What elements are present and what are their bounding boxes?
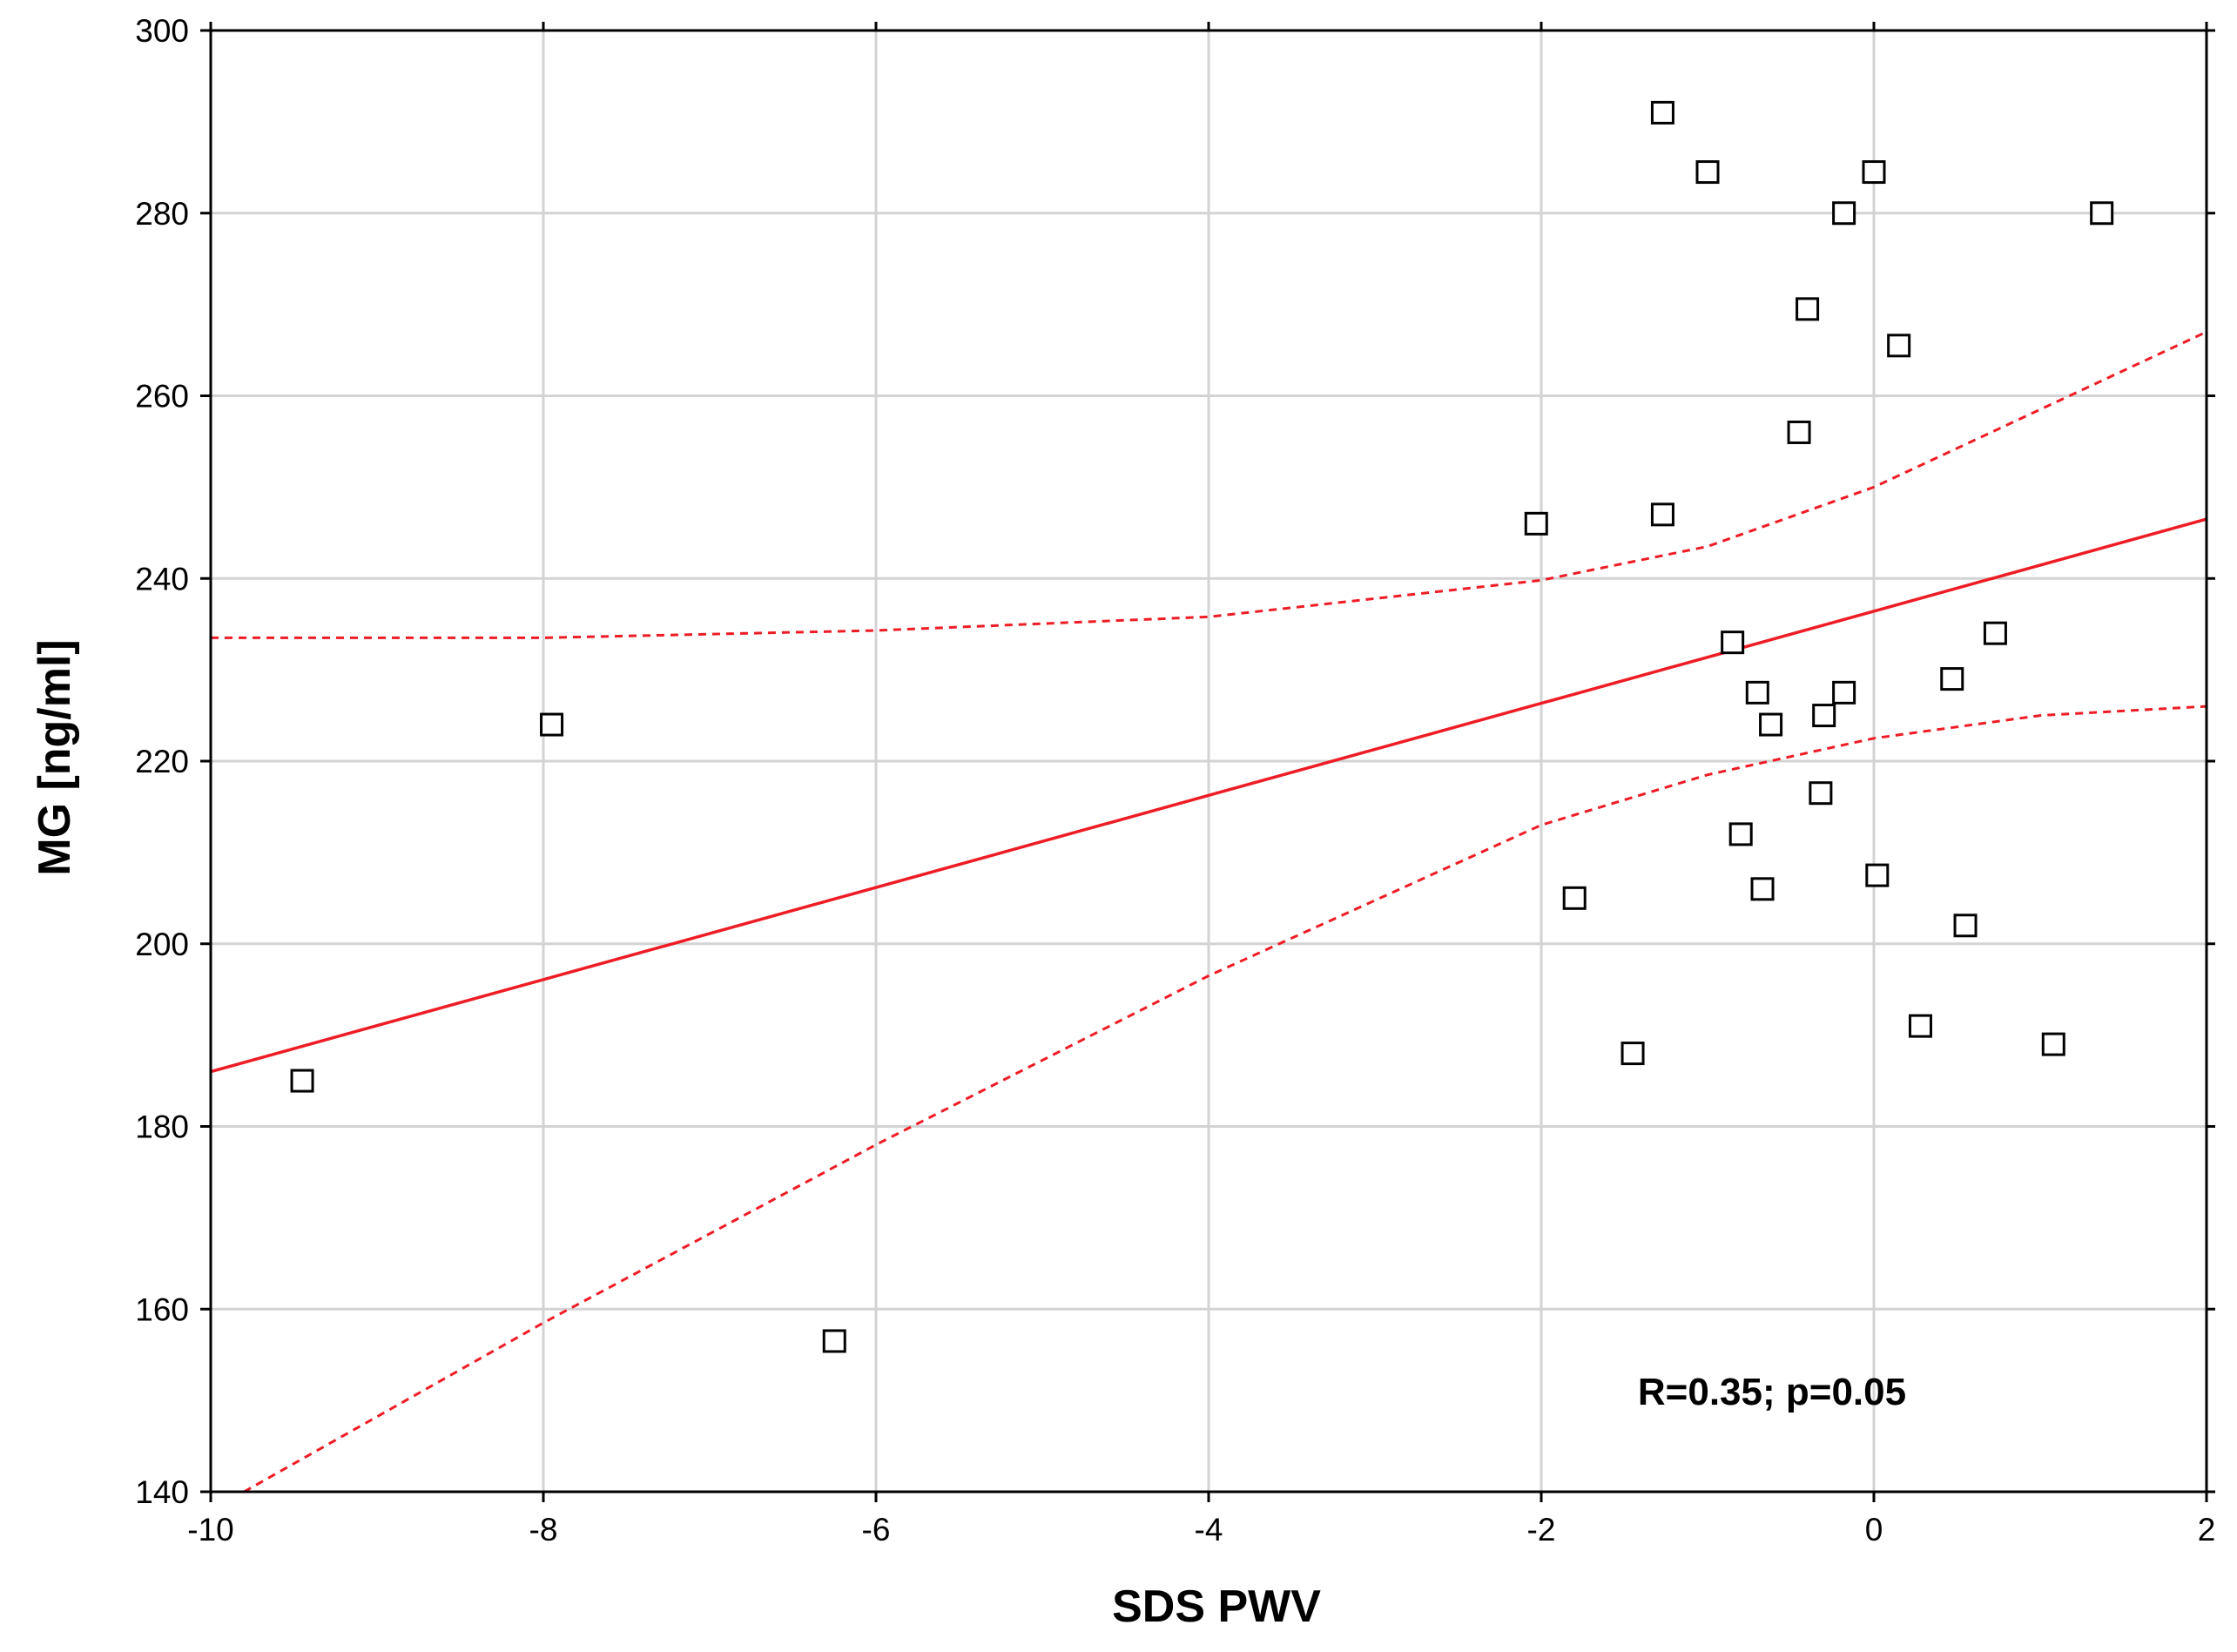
confidence-band-lower (243, 705, 2207, 1494)
data-point (1862, 160, 1886, 185)
y-tick-label: 180 (135, 1109, 189, 1145)
data-point (1809, 781, 1833, 806)
data-point (1940, 667, 1964, 691)
data-point (1650, 502, 1674, 527)
data-point (1887, 334, 1911, 358)
data-point (1721, 630, 1745, 655)
data-point (1787, 420, 1811, 444)
y-tick-label: 300 (135, 13, 189, 49)
x-axis-title: SDS PWV (1112, 1581, 1321, 1632)
y-tick-label: 200 (135, 927, 189, 962)
data-point (1745, 680, 1769, 705)
data-point (1695, 160, 1720, 185)
data-point (1750, 877, 1775, 901)
data-point (1650, 100, 1674, 125)
data-point (290, 1069, 314, 1093)
data-point (1832, 680, 1856, 705)
data-point (1524, 511, 1548, 536)
data-point (1865, 863, 1890, 887)
tick-labels: -10 -8 -6 -4 -2 0 2 140 160 180 200 220 240 260 280 300 (135, 13, 2215, 1547)
data-point (1796, 297, 1820, 321)
regression-line (210, 517, 2207, 1074)
y-tick-label: 140 (135, 1474, 189, 1510)
data-point (1728, 822, 1753, 846)
data-point (1812, 704, 1836, 728)
y-tick-label: 220 (135, 744, 189, 779)
correlation-annotation: R=0.35; p=0.05 (1638, 1371, 1906, 1413)
data-point (2090, 201, 2114, 226)
x-tick-label: -10 (187, 1512, 233, 1547)
data-point (1908, 1014, 1932, 1038)
x-tick-label: -8 (529, 1512, 558, 1547)
x-tick-label: -2 (1527, 1512, 1556, 1547)
data-point (1620, 1042, 1645, 1066)
y-tick-label: 240 (135, 561, 189, 597)
regression-lines (210, 330, 2207, 1494)
data-point (2041, 1032, 2065, 1056)
x-tick-label: -4 (1195, 1512, 1223, 1547)
y-axis-title: MG [ng/ml] (30, 639, 80, 876)
data-point (1953, 914, 1978, 938)
x-tick-label: 2 (2198, 1512, 2216, 1547)
y-tick-label: 260 (135, 379, 189, 415)
data-point (1562, 886, 1587, 910)
confidence-band-upper (211, 330, 2207, 639)
x-tick-label: 0 (1865, 1512, 1883, 1547)
x-tick-label: -6 (862, 1512, 891, 1547)
data-point (1832, 201, 1856, 226)
data-point (822, 1329, 846, 1353)
axes (200, 22, 2215, 1502)
grid-lines (211, 30, 2207, 1492)
y-tick-label: 160 (135, 1291, 189, 1327)
data-point (540, 712, 564, 737)
data-points (290, 100, 2114, 1353)
y-tick-label: 280 (135, 196, 189, 232)
data-point (1983, 621, 2007, 645)
data-point (1759, 712, 1783, 737)
